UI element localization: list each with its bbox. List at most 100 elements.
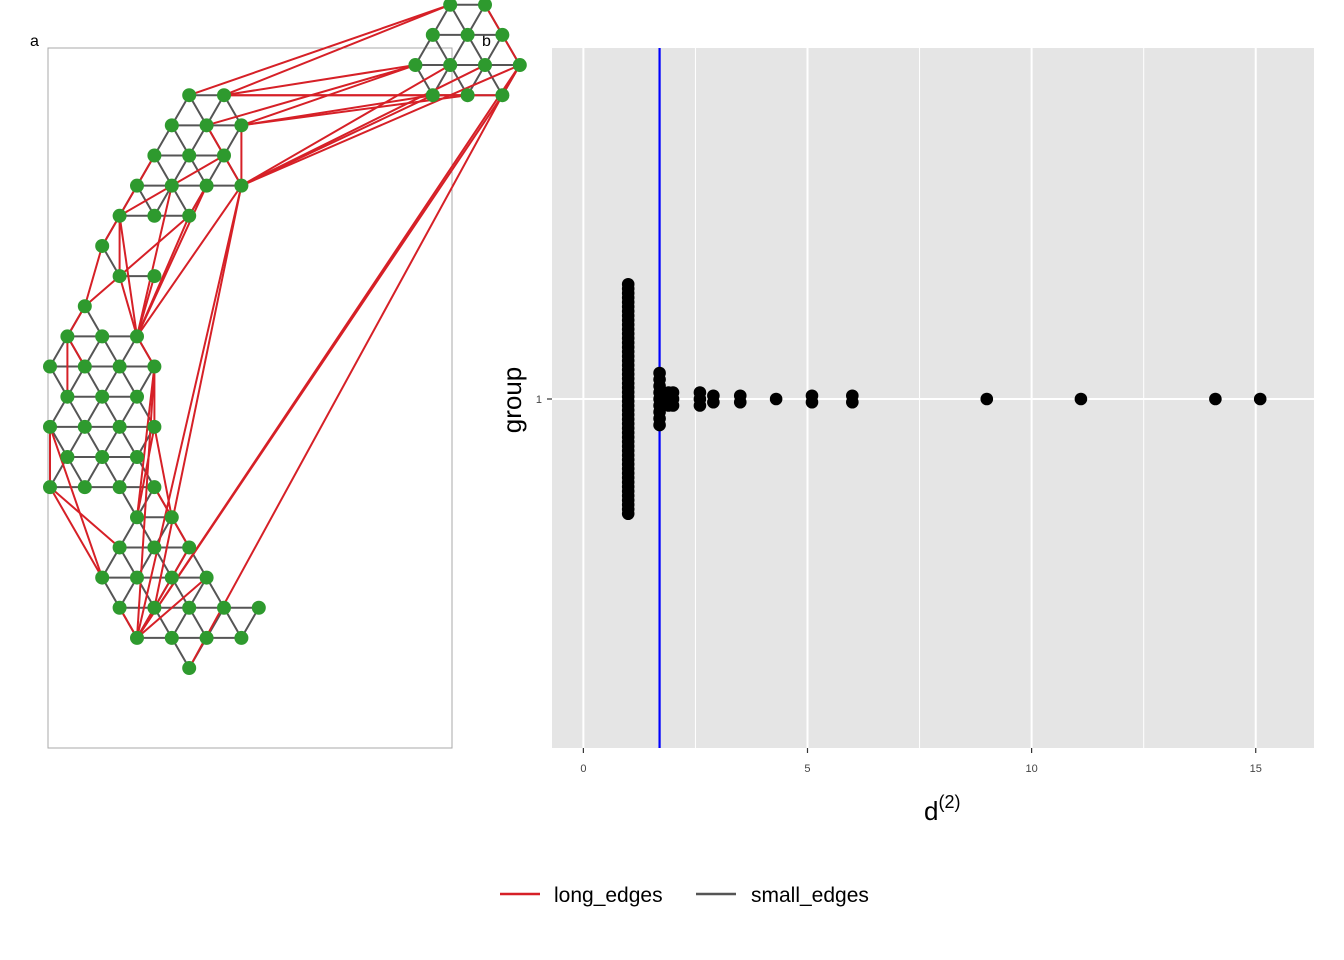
x-tick-label: 0 xyxy=(580,763,586,775)
long-edge xyxy=(83,245,104,307)
network-node xyxy=(112,208,127,223)
dots-layer xyxy=(621,277,1267,521)
data-dot xyxy=(621,507,635,521)
network-node xyxy=(147,359,162,374)
data-dot xyxy=(1209,392,1222,406)
long-edge xyxy=(118,215,138,337)
long-edge xyxy=(223,3,451,97)
y-tick-label: 1 xyxy=(536,394,542,406)
long-edge xyxy=(84,275,121,308)
network-node xyxy=(512,58,527,73)
long-edge xyxy=(136,546,191,639)
network-node xyxy=(199,570,214,585)
y-axis: 1 xyxy=(536,394,552,406)
legend-label-small-edges: small_edges xyxy=(751,884,869,907)
network-node xyxy=(217,148,231,163)
network-node xyxy=(234,178,249,193)
network-node xyxy=(443,58,458,73)
network-panel xyxy=(43,0,527,749)
network-node xyxy=(147,148,162,163)
network-node xyxy=(95,570,110,585)
y-axis-label: group xyxy=(497,367,527,434)
network-node xyxy=(182,661,197,676)
network-node xyxy=(495,27,510,42)
long-edge xyxy=(136,366,156,518)
legend: long_edges small_edges xyxy=(500,884,869,907)
network-node xyxy=(95,329,110,344)
network-node xyxy=(199,178,214,193)
network-node xyxy=(112,480,127,495)
long-edge xyxy=(49,426,104,578)
data-dot xyxy=(693,399,707,412)
network-node xyxy=(164,570,179,585)
network-node xyxy=(164,630,179,645)
x-axis-label-superscript: (2) xyxy=(938,792,960,812)
network-node xyxy=(130,570,144,585)
long-edge xyxy=(136,366,156,638)
network-node xyxy=(234,118,249,133)
long-edge xyxy=(136,185,243,639)
network-node xyxy=(43,480,57,495)
network-node xyxy=(478,0,492,12)
x-tick-label: 5 xyxy=(804,763,810,775)
network-node xyxy=(147,269,162,284)
network-node xyxy=(112,600,127,615)
long-edge xyxy=(49,486,121,549)
small-edges-layer xyxy=(49,3,521,669)
network-node xyxy=(182,540,197,555)
network-node xyxy=(95,238,110,253)
network-node xyxy=(234,630,249,645)
x-axis-label: d(2) xyxy=(924,792,960,826)
network-node xyxy=(443,0,458,12)
long-edge xyxy=(241,64,521,187)
network-node xyxy=(199,118,214,133)
data-dot xyxy=(707,395,720,409)
network-node xyxy=(147,419,162,434)
network-node xyxy=(217,88,231,103)
data-dot xyxy=(805,395,819,409)
legend-label-long-edges: long_edges xyxy=(554,884,663,907)
network-node xyxy=(164,178,179,193)
network-node xyxy=(182,148,197,163)
long-edge xyxy=(118,275,138,337)
long-edge xyxy=(153,426,173,518)
x-tick-label: 10 xyxy=(1025,763,1037,775)
long-edge xyxy=(136,185,243,337)
network-node xyxy=(77,359,92,374)
network-node xyxy=(43,419,57,434)
network-node xyxy=(130,178,144,193)
long-edge xyxy=(49,486,104,579)
network-node xyxy=(60,329,75,344)
long-edge xyxy=(136,215,191,337)
data-dot xyxy=(666,399,680,412)
long-edge xyxy=(240,64,451,187)
network-node xyxy=(182,88,197,103)
data-dot xyxy=(769,392,783,406)
network-node xyxy=(43,359,57,374)
network-node xyxy=(112,419,127,434)
data-dot xyxy=(980,392,994,406)
long-edge xyxy=(136,275,156,337)
network-node xyxy=(77,299,92,314)
network-node xyxy=(164,510,179,525)
network-node xyxy=(112,359,127,374)
network-node xyxy=(130,329,144,344)
network-node xyxy=(182,600,197,615)
network-node xyxy=(408,58,423,73)
network-node xyxy=(199,630,214,645)
panel-label-a: a xyxy=(30,33,39,50)
network-node xyxy=(112,269,127,284)
long-edge xyxy=(118,215,190,277)
network-node xyxy=(495,88,510,103)
data-dot xyxy=(733,395,747,409)
network-node xyxy=(425,88,440,103)
network-frame xyxy=(47,47,453,749)
long-edge xyxy=(241,94,433,127)
long-edge xyxy=(136,185,173,337)
network-node xyxy=(460,88,475,103)
network-node xyxy=(95,450,110,464)
network-node xyxy=(112,540,127,555)
network-node xyxy=(147,480,162,495)
network-node xyxy=(460,27,475,42)
